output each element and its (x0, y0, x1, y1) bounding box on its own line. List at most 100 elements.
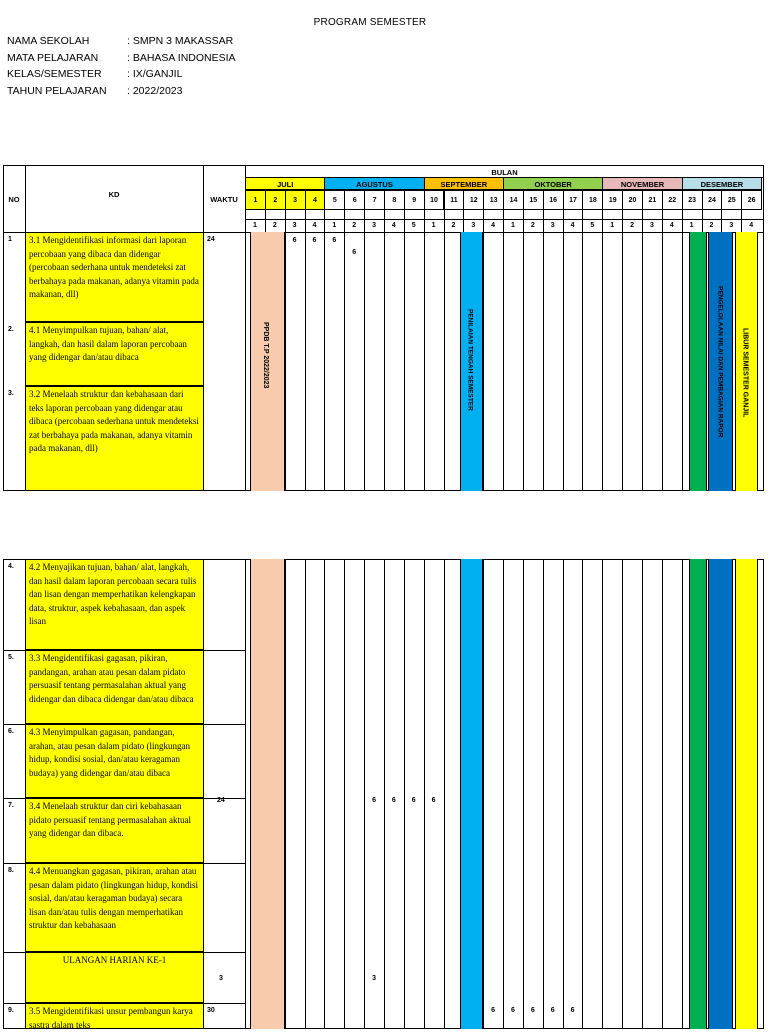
week-number: 9 (403, 190, 425, 210)
kd-cell: 4.2 Menyajikan tujuan, bahan/ alat, lang… (25, 559, 204, 650)
divider (245, 559, 246, 1029)
week-number: 15 (522, 190, 544, 210)
grid-line (483, 210, 485, 491)
grid-line (403, 210, 405, 491)
ppdb-band (249, 232, 285, 491)
grid-line (503, 559, 505, 1029)
divider (3, 1003, 245, 1004)
week-number: 26 (741, 190, 763, 210)
week-number: 24 (701, 190, 723, 210)
kd-cell: 3.2 Menelaah struktur dan kebahasaan dar… (25, 386, 204, 491)
grid-line (622, 559, 624, 1029)
info-value: : IX/GANJIL (127, 68, 183, 80)
grid-line (364, 559, 366, 1029)
week-sub-number: 3 (729, 222, 734, 229)
table-border (3, 165, 764, 491)
grid-line (602, 210, 604, 491)
grid-line (562, 210, 564, 491)
week-sub-number: 4 (312, 222, 317, 229)
grid-line (503, 210, 505, 491)
kd-cell: ULANGAN HARIAN KE-1 (25, 952, 204, 1003)
grid-line (522, 559, 524, 1029)
week-number: 3 (284, 190, 306, 210)
waktu-value: 30 (207, 1007, 215, 1014)
grid-line (284, 210, 286, 491)
hours-value: 6 (372, 797, 376, 804)
week-number: 21 (642, 190, 663, 210)
hours-value: 6 (292, 237, 297, 244)
row-number: 9. (8, 1007, 14, 1014)
col-header-waktu: WAKTU (210, 195, 238, 204)
week-number: 11 (443, 190, 465, 210)
week-number: 8 (383, 190, 405, 210)
divider (245, 219, 764, 220)
grid-line (602, 559, 604, 1029)
grid-line (582, 559, 584, 1029)
week-sub-number: 2 (530, 222, 535, 229)
info-label: NAMA SEKOLAH (7, 35, 90, 47)
month-header: NOVEMBER (602, 177, 683, 190)
divider (3, 232, 764, 233)
week-sub-number: 1 (431, 222, 436, 229)
row-number: 4. (8, 563, 14, 570)
hours-value: 6 (312, 237, 317, 244)
grid-line (642, 559, 643, 1029)
week-sub-number: 3 (649, 222, 654, 229)
week-number: 19 (602, 190, 624, 210)
grid-line (661, 559, 663, 1029)
hours-value: 6 (332, 237, 337, 244)
grid-line (423, 210, 425, 491)
row-number: 3. (8, 390, 14, 397)
grid-line (403, 559, 405, 1029)
week-number: 18 (582, 190, 604, 210)
info-row: TAHUN PELAJARAN: 2022/2023 (7, 83, 236, 100)
kd-cell: 4.3 Menyimpulkan gagasan, pandangan, ara… (25, 724, 204, 798)
week-number: 16 (542, 190, 564, 210)
grid-line (304, 210, 306, 491)
month-header: JULI (245, 177, 326, 190)
week-number: 22 (661, 190, 683, 210)
rapor-label: PENGELOLAAN NILAI DAN PEMBAGIAN RAPOR (716, 286, 724, 438)
info-row: KELAS/SEMESTER : IX/GANJIL (7, 66, 236, 83)
week-number: 20 (622, 190, 643, 210)
kd-cell: 4.1 Menyimpulkan tujuan, bahan/ alat, la… (25, 322, 204, 386)
week-sub-number: 1 (252, 222, 257, 229)
month-header: AGUSTUS (324, 177, 425, 190)
hours-value: 6 (391, 797, 396, 804)
libur-band (735, 559, 759, 1029)
divider (3, 724, 245, 725)
info-label: TAHUN PELAJARAN (7, 84, 107, 97)
grid-line (324, 210, 326, 491)
week-sub-number: 1 (511, 222, 515, 229)
week-sub-number: 4 (491, 222, 496, 229)
info-label: KELAS/SEMESTER (7, 68, 102, 80)
grid-line (661, 210, 663, 491)
grid-line (284, 559, 286, 1029)
info-label: MATA PELAJARAN (7, 51, 99, 64)
hours-value: 6 (550, 1007, 555, 1014)
ppdb-band (249, 559, 285, 1029)
rapor-band (708, 559, 734, 1029)
week-sub-number: 4 (749, 222, 754, 229)
grid-line (443, 210, 445, 491)
green-band (688, 559, 707, 1029)
week-sub-number: 5 (411, 222, 416, 229)
week-number: 23 (681, 190, 703, 210)
divider (245, 165, 246, 491)
hours-value: 6 (570, 1007, 575, 1014)
week-sub-number: 3 (550, 222, 555, 229)
kd-cell: 3.3 Mengidentifikasi gagasan, pikiran, p… (25, 650, 204, 724)
week-number: 5 (324, 190, 346, 210)
kd-cell: 4.4 Menuangkan gagasan, pikiran, arahan … (25, 863, 204, 952)
row-number: 1 (8, 236, 12, 243)
col-header-kd: KD (108, 190, 120, 199)
hours-value: 6 (352, 249, 357, 256)
week-sub-number: 2 (630, 222, 635, 229)
week-sub-number: 3 (292, 222, 297, 229)
grid-line (522, 210, 524, 491)
info-row: MATA PELAJARAN: BAHASA INDONESIA (7, 50, 236, 67)
grid-line (542, 559, 544, 1029)
row-number: 5. (8, 654, 14, 661)
week-sub-number: 2 (352, 222, 357, 229)
info-value: : SMPN 3 MAKASSAR (127, 35, 234, 47)
